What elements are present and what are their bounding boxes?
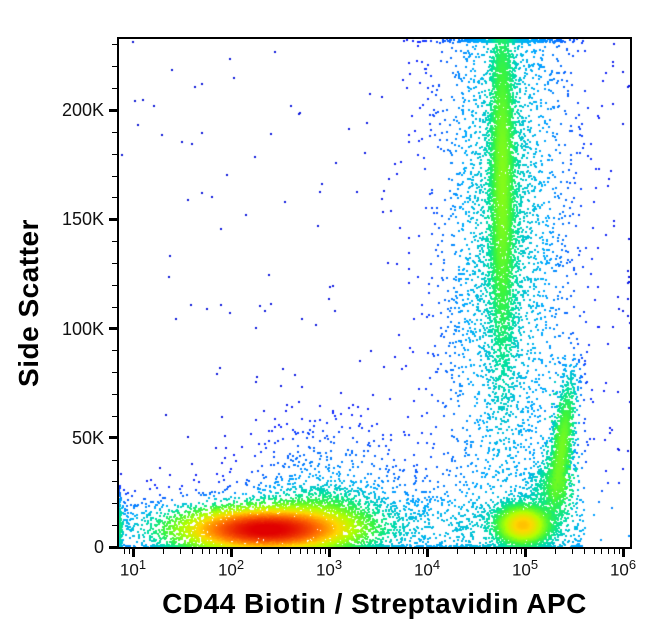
x-minor-tick <box>607 549 609 554</box>
y-major-tick <box>109 545 117 549</box>
plot-area <box>117 37 632 549</box>
x-major-tick <box>131 549 135 557</box>
y-minor-tick <box>112 66 117 68</box>
y-major-tick <box>109 436 117 440</box>
x-minor-tick <box>405 549 407 554</box>
x-minor-tick <box>358 549 360 554</box>
x-minor-tick <box>226 549 228 554</box>
x-minor-tick <box>486 549 488 554</box>
x-minor-tick <box>313 549 315 554</box>
x-minor-tick <box>554 549 556 554</box>
x-tick-label: 106 <box>609 557 637 580</box>
x-minor-tick <box>209 549 211 554</box>
y-tick-label: 200K <box>61 100 104 120</box>
x-minor-tick <box>388 549 390 554</box>
x-minor-tick <box>456 549 458 554</box>
x-minor-tick <box>277 549 279 554</box>
y-minor-tick <box>112 44 117 46</box>
y-tick-label: 100K <box>61 318 104 339</box>
x-minor-tick <box>520 549 522 554</box>
x-minor-tick <box>215 549 217 554</box>
x-major-tick <box>621 549 625 557</box>
x-minor-tick <box>290 549 292 554</box>
x-major-tick <box>229 549 233 557</box>
y-minor-tick <box>112 88 117 90</box>
x-major-tick <box>425 549 429 557</box>
density-scatter-canvas <box>119 39 630 547</box>
x-minor-tick <box>375 549 377 554</box>
x-axis-title: CD44 Biotin / Streptavidin APC <box>162 588 587 619</box>
x-minor-tick <box>593 549 595 554</box>
x-minor-tick <box>618 549 620 554</box>
x-minor-tick <box>411 549 413 554</box>
x-minor-tick <box>397 549 399 554</box>
x-tick-label: 103 <box>315 557 343 580</box>
x-minor-tick <box>601 549 603 554</box>
x-minor-tick <box>422 549 424 554</box>
x-major-tick <box>523 549 527 557</box>
x-tick-label: 104 <box>413 557 441 580</box>
y-minor-tick <box>112 372 117 374</box>
y-axis-title: Side Scatter <box>13 219 44 387</box>
x-tick-label: 101 <box>119 557 147 580</box>
x-minor-tick <box>503 549 505 554</box>
y-major-tick <box>109 217 117 221</box>
y-minor-tick <box>112 153 117 155</box>
x-minor-tick <box>162 549 164 554</box>
x-minor-tick <box>299 549 301 554</box>
x-minor-tick <box>128 549 130 554</box>
x-minor-tick <box>324 549 326 554</box>
x-minor-tick <box>495 549 497 554</box>
y-minor-tick <box>112 481 117 483</box>
x-minor-tick <box>584 549 586 554</box>
y-major-tick <box>109 108 117 112</box>
y-minor-tick <box>112 197 117 199</box>
x-minor-tick <box>417 549 419 554</box>
x-minor-tick <box>192 549 194 554</box>
y-minor-tick <box>112 394 117 396</box>
x-minor-tick <box>515 549 517 554</box>
y-major-tick <box>109 327 117 330</box>
y-minor-tick <box>112 503 117 505</box>
y-minor-tick <box>112 262 117 264</box>
x-minor-tick <box>221 549 223 554</box>
y-minor-tick <box>112 241 117 243</box>
y-tick-label: 50K <box>71 427 104 448</box>
y-minor-tick <box>112 525 117 527</box>
y-minor-tick <box>112 306 117 308</box>
y-minor-tick <box>112 459 117 461</box>
y-minor-tick <box>112 175 117 177</box>
x-minor-tick <box>319 549 321 554</box>
x-minor-tick <box>201 549 203 554</box>
y-tick-label: 150K <box>61 209 104 230</box>
x-minor-tick <box>179 549 181 554</box>
y-minor-tick <box>112 415 117 417</box>
y-minor-tick <box>112 350 117 352</box>
x-minor-tick <box>260 549 262 554</box>
x-minor-tick <box>123 549 125 554</box>
x-minor-tick <box>571 549 573 554</box>
x-tick-label: 105 <box>511 557 539 580</box>
y-minor-tick <box>112 284 117 286</box>
y-tick-label: 0 <box>93 537 104 557</box>
x-major-tick <box>327 549 331 557</box>
x-minor-tick <box>473 549 475 554</box>
x-minor-tick <box>613 549 615 554</box>
x-minor-tick <box>509 549 511 554</box>
x-minor-tick <box>307 549 309 554</box>
y-minor-tick <box>112 131 117 133</box>
x-tick-label: 102 <box>217 557 245 580</box>
